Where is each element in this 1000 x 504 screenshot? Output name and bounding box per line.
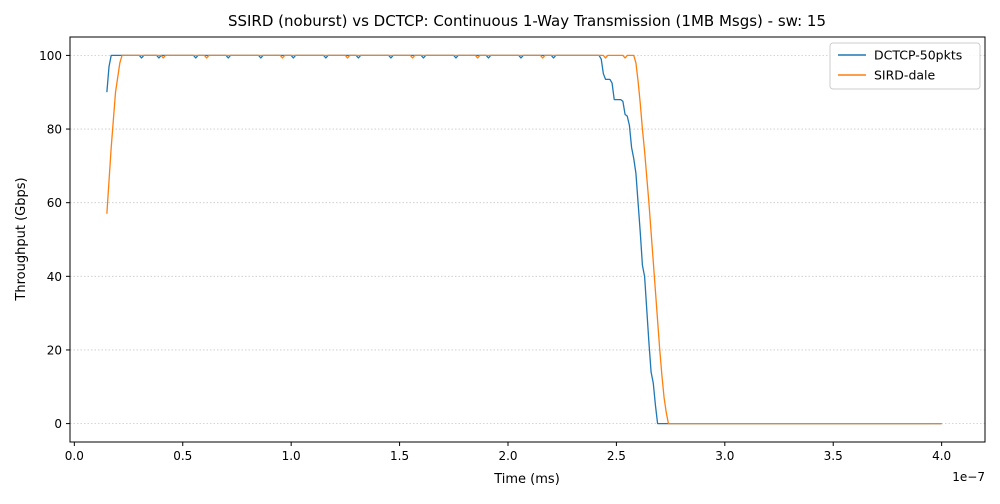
grid-lines bbox=[70, 55, 985, 424]
x-tick-label: 3.5 bbox=[824, 449, 843, 463]
legend-entry-sird: SIRD-dale bbox=[874, 68, 936, 83]
y-tick-label: 60 bbox=[47, 196, 62, 210]
y-tick-label: 40 bbox=[47, 270, 62, 284]
y-axis-label: Throughput (Gbps) bbox=[14, 177, 29, 301]
x-tick-label: 4.0 bbox=[932, 449, 951, 463]
y-tick-label: 0 bbox=[54, 417, 62, 431]
x-tick-label: 2.0 bbox=[498, 449, 517, 463]
x-tick-label: 1.5 bbox=[390, 449, 409, 463]
chart-title: SSIRD (noburst) vs DCTCP: Continuous 1-W… bbox=[228, 12, 826, 30]
y-tick-label: 100 bbox=[39, 49, 62, 63]
x-tick-label: 1.0 bbox=[282, 449, 301, 463]
legend-box bbox=[829, 42, 981, 90]
x-axis-offset-label: 1e−7 bbox=[952, 470, 985, 484]
legend-entry-dctcp: DCTCP-50pkts bbox=[874, 48, 962, 63]
x-tick-label: 2.5 bbox=[607, 449, 626, 463]
series-line-sird-dale bbox=[106, 54, 942, 425]
y-tick-label: 20 bbox=[47, 343, 62, 357]
legend: DCTCP-50pkts SIRD-dale bbox=[829, 42, 981, 90]
x-tick-label: 0.5 bbox=[173, 449, 192, 463]
x-tick-label: 0.0 bbox=[65, 449, 84, 463]
series-lines bbox=[106, 54, 942, 425]
y-axis-ticks: 0 20 40 60 80 100 bbox=[39, 49, 70, 431]
series-line-dctcp-50pkts bbox=[106, 54, 942, 425]
x-tick-label: 3.0 bbox=[715, 449, 734, 463]
x-axis-label: Time (ms) bbox=[493, 472, 560, 487]
y-tick-label: 80 bbox=[47, 123, 62, 137]
plot-area-frame bbox=[69, 36, 986, 443]
x-axis-ticks: 0.0 0.5 1.0 1.5 2.0 2.5 3.0 3.5 4.0 bbox=[65, 442, 951, 463]
